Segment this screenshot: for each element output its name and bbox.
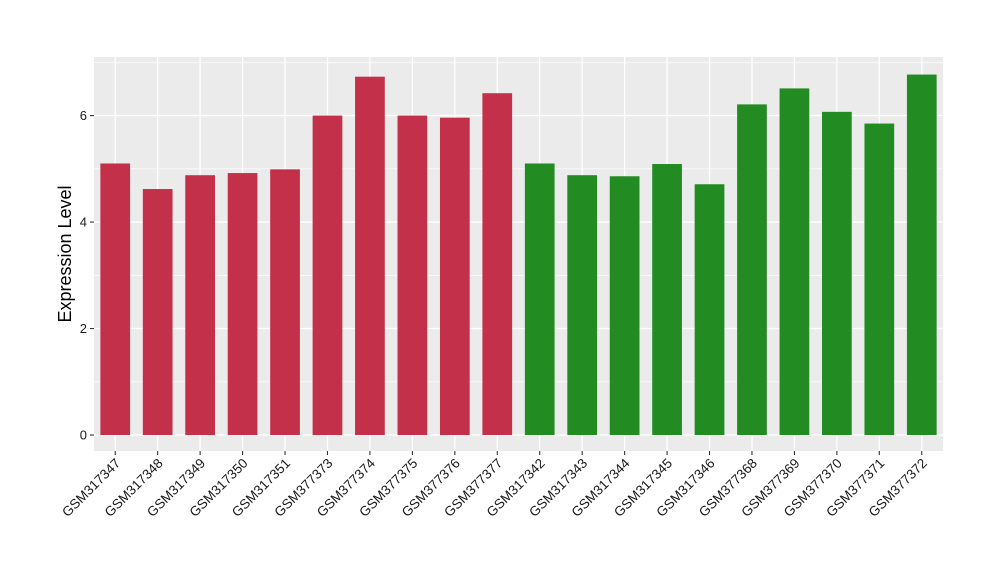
bar-gsm317350: [227, 173, 258, 436]
bar-gsm317349: [185, 175, 215, 436]
bar-gsm317344: [609, 176, 640, 436]
bar-gsm377373: [312, 115, 343, 436]
y-axis: 0 2 4 6: [80, 108, 94, 443]
bar-gsm377371: [864, 123, 895, 436]
bar-gsm317345: [652, 164, 682, 436]
x-axis: GSM317347GSM317348GSM317349GSM317350GSM3…: [59, 451, 930, 520]
y-tick-label: 6: [80, 108, 87, 123]
bar-gsm317351: [270, 169, 300, 436]
bar-gsm377376: [439, 117, 470, 436]
bars: [100, 74, 937, 436]
y-tick-label: 0: [80, 428, 87, 443]
bar-gsm317348: [142, 189, 173, 436]
bar-gsm377369: [779, 88, 810, 436]
bar-gsm317346: [694, 184, 725, 436]
y-axis-title: Expression Level: [55, 185, 75, 322]
bar-gsm377375: [397, 115, 428, 436]
y-tick-label: 2: [80, 321, 87, 336]
bar-gsm317343: [567, 175, 598, 436]
bar-gsm317347: [100, 163, 131, 436]
bar-gsm377374: [355, 76, 385, 436]
bar-gsm317342: [524, 163, 555, 436]
bar-gsm377372: [906, 74, 937, 436]
y-tick-label: 4: [80, 215, 87, 230]
bar-gsm377377: [482, 93, 513, 436]
bar-gsm377368: [737, 104, 767, 436]
bar-gsm377370: [822, 111, 852, 436]
